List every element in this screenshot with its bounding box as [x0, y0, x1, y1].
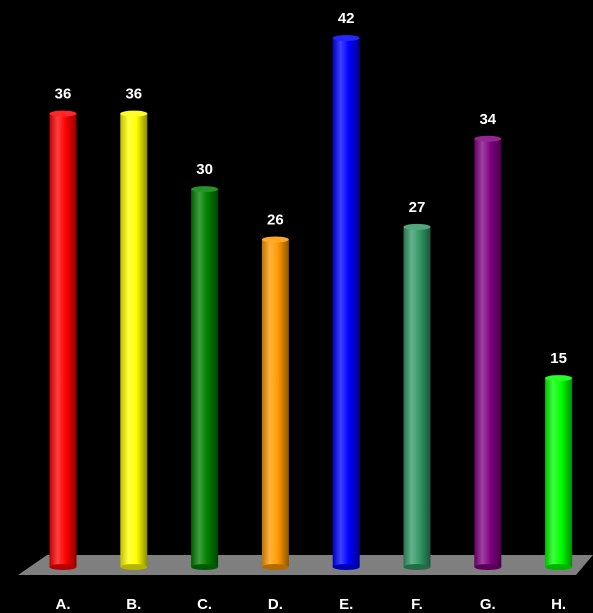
- value-label-1: 36: [125, 86, 142, 103]
- category-label-5: F.: [411, 596, 423, 613]
- bar-base-6: [474, 564, 502, 570]
- category-label-6: G.: [480, 596, 496, 613]
- bar-base-3: [261, 564, 289, 570]
- bar-3: [261, 239, 289, 567]
- category-label-0: A.: [56, 596, 71, 613]
- bar-cap-4: [332, 35, 360, 41]
- value-label-3: 26: [267, 212, 284, 229]
- bar-base-0: [49, 564, 77, 570]
- chart-floor: [18, 555, 593, 575]
- bar-7: [545, 378, 573, 567]
- value-labels-layer: 36 36 30 26 42 27 34 15: [55, 10, 567, 367]
- value-label-7: 15: [550, 350, 567, 367]
- category-label-2: C.: [197, 596, 212, 613]
- bar-2: [191, 189, 219, 567]
- category-label-4: E.: [339, 596, 353, 613]
- bar-cap-0: [49, 110, 77, 117]
- bar-1: [120, 113, 148, 568]
- bar-cap-2: [191, 186, 219, 193]
- category-labels-layer: A. B. C. D. E. F. G. H.: [56, 596, 567, 613]
- bar-6: [474, 138, 502, 567]
- value-label-6: 34: [479, 111, 496, 128]
- bar-base-2: [191, 564, 219, 570]
- bar-cap-3: [261, 236, 289, 243]
- value-label-2: 30: [196, 161, 213, 178]
- value-label-0: 36: [55, 86, 72, 103]
- bar-cap-7: [545, 375, 573, 382]
- bar-cap-1: [120, 110, 148, 117]
- bar-base-1: [120, 564, 148, 570]
- bars-layer: [49, 35, 573, 570]
- bar-4: [332, 38, 360, 567]
- value-label-5: 27: [409, 199, 426, 216]
- value-label-4: 42: [338, 10, 355, 27]
- bar-base-4: [332, 564, 360, 570]
- bar-cap-5: [403, 223, 431, 230]
- bar-0: [49, 113, 77, 568]
- category-label-1: B.: [126, 596, 141, 613]
- category-label-3: D.: [268, 596, 283, 613]
- bar-base-5: [403, 564, 431, 570]
- category-label-7: H.: [551, 596, 566, 613]
- bar-cap-6: [474, 135, 502, 142]
- bar-base-7: [545, 564, 573, 570]
- bar-5: [403, 226, 431, 567]
